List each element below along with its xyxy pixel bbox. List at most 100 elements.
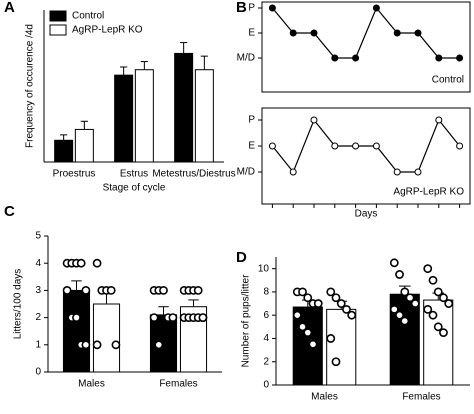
x-tick-label: Metestrus/Diestrus	[152, 169, 235, 180]
bar	[194, 69, 214, 163]
line-marker	[393, 29, 401, 37]
x-tick-label: Males	[78, 379, 105, 390]
y-tick-label: E	[248, 141, 255, 152]
plot-frame	[261, 107, 471, 205]
line-marker	[456, 54, 464, 62]
y-tick-label: 6	[263, 310, 269, 321]
data-point	[410, 299, 420, 308]
x-tick-label: Proestrus	[53, 169, 96, 180]
line-marker	[435, 54, 443, 62]
data-point	[198, 313, 208, 322]
legend-label: Control	[432, 75, 464, 86]
line-marker	[310, 29, 318, 37]
data-point	[106, 285, 116, 295]
data-point	[428, 310, 438, 320]
data-point	[405, 293, 415, 303]
data-point	[298, 287, 307, 297]
y-tick-label: 0	[263, 380, 269, 391]
data-point	[81, 340, 91, 350]
panel-label: A	[4, 0, 15, 16]
y-tick-label: 2	[35, 312, 41, 323]
x-tick-label: Females	[402, 392, 440, 403]
bar	[174, 52, 194, 163]
data-point	[303, 328, 313, 338]
line	[271, 118, 461, 174]
y-tick-label: E	[248, 28, 255, 39]
data-point	[336, 299, 346, 308]
data-point	[292, 310, 302, 320]
data-point	[400, 287, 410, 297]
data-point	[72, 313, 81, 322]
bar	[114, 74, 134, 163]
y-tick-label: 8	[263, 287, 269, 298]
y-tick-label: 4	[263, 333, 269, 344]
data-point	[298, 322, 307, 332]
data-point	[444, 299, 454, 308]
panel-label: B	[236, 0, 247, 16]
x-tick-label: Estrus	[120, 169, 148, 180]
bar	[92, 303, 121, 373]
line-marker	[310, 116, 318, 124]
line-marker	[331, 54, 339, 62]
data-point	[168, 313, 178, 322]
data-point	[331, 357, 341, 367]
y-tick-label: 3	[35, 285, 41, 296]
bar	[74, 128, 94, 163]
line-marker	[268, 142, 276, 150]
y-axis-label: Frequency of occurence /4d	[25, 24, 36, 148]
data-point	[326, 334, 336, 343]
legend-label: AgRP-LepR KO	[72, 25, 143, 36]
data-point	[433, 287, 443, 297]
panel-label: D	[236, 249, 247, 266]
line	[271, 6, 460, 59]
data-point	[62, 285, 72, 295]
data-point	[154, 340, 164, 350]
line-marker	[289, 29, 297, 37]
y-tick-label: 1	[35, 339, 41, 350]
data-point	[389, 258, 399, 268]
line-marker	[435, 116, 443, 124]
bar	[423, 299, 454, 386]
plot-frame	[261, 1, 471, 93]
y-tick-label: P	[248, 115, 255, 126]
data-point	[423, 264, 433, 274]
data-point	[92, 258, 102, 268]
data-point	[313, 299, 323, 308]
y-tick-label: M/D	[237, 53, 255, 64]
bar	[292, 306, 323, 386]
legend-swatch	[49, 24, 67, 36]
line-marker	[456, 142, 464, 150]
line-marker	[352, 54, 360, 62]
bar	[134, 69, 154, 163]
line-marker	[331, 142, 339, 150]
line-marker	[289, 168, 297, 176]
data-point	[423, 304, 433, 314]
data-point	[303, 293, 313, 303]
x-axis-label: Stage of cycle	[103, 183, 166, 194]
line-marker	[352, 142, 360, 150]
line-marker	[414, 29, 422, 37]
line-marker	[414, 168, 422, 176]
data-point	[308, 339, 318, 349]
x-tick-label: Males	[311, 392, 338, 403]
data-point	[331, 293, 341, 303]
line-marker	[268, 4, 276, 12]
x-tick-label: Females	[159, 379, 197, 390]
y-tick-label: 5	[35, 231, 41, 242]
data-point	[92, 340, 102, 350]
bar	[326, 308, 357, 386]
y-axis-label: Litters/100 days	[13, 269, 24, 340]
data-point	[395, 270, 404, 279]
data-point	[439, 328, 448, 338]
data-point	[439, 293, 448, 303]
data-point	[347, 310, 357, 320]
legend-swatch	[49, 10, 67, 22]
y-tick-label: P	[248, 3, 255, 14]
data-point	[159, 285, 168, 295]
data-point	[81, 285, 91, 295]
data-point	[111, 340, 121, 350]
data-point	[428, 275, 438, 285]
legend-label: AgRP-LepR KO	[393, 187, 464, 198]
bar	[54, 139, 74, 163]
